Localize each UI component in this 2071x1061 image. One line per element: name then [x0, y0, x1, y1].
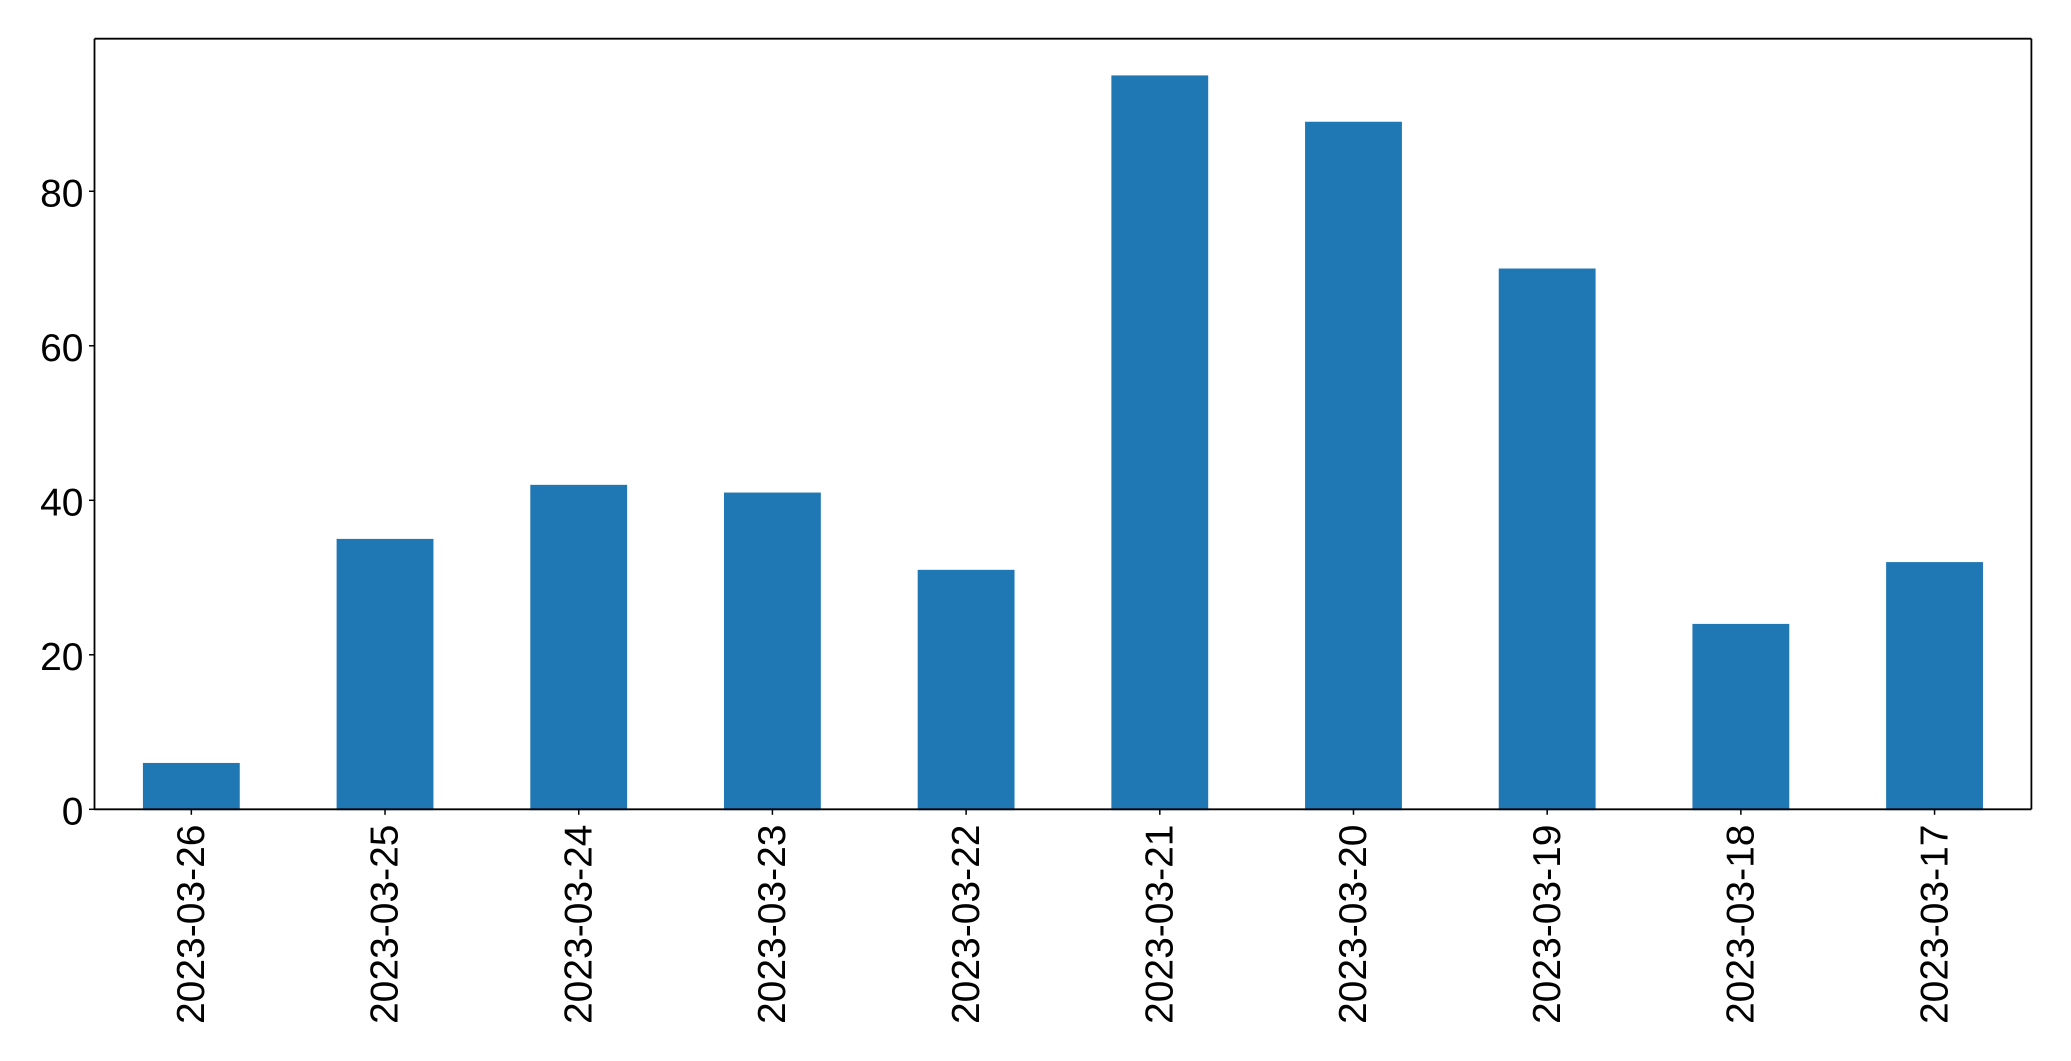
svg-text:2023-03-23: 2023-03-23 [751, 825, 794, 1025]
svg-text:20: 20 [40, 636, 83, 679]
svg-text:60: 60 [40, 327, 83, 370]
svg-text:80: 80 [40, 173, 83, 216]
svg-text:2023-03-22: 2023-03-22 [945, 825, 988, 1024]
svg-text:2023-03-24: 2023-03-24 [557, 825, 600, 1025]
svg-text:2023-03-25: 2023-03-25 [364, 825, 407, 1025]
svg-text:2023-03-19: 2023-03-19 [1526, 825, 1569, 1025]
svg-text:2023-03-18: 2023-03-18 [1720, 825, 1763, 1025]
svg-text:2023-03-26: 2023-03-26 [170, 825, 213, 1025]
svg-text:2023-03-21: 2023-03-21 [1139, 825, 1182, 1025]
svg-text:40: 40 [40, 482, 83, 525]
svg-text:2023-03-17: 2023-03-17 [1913, 825, 1956, 1025]
svg-text:2023-03-20: 2023-03-20 [1332, 825, 1375, 1025]
svg-text:0: 0 [62, 791, 84, 834]
